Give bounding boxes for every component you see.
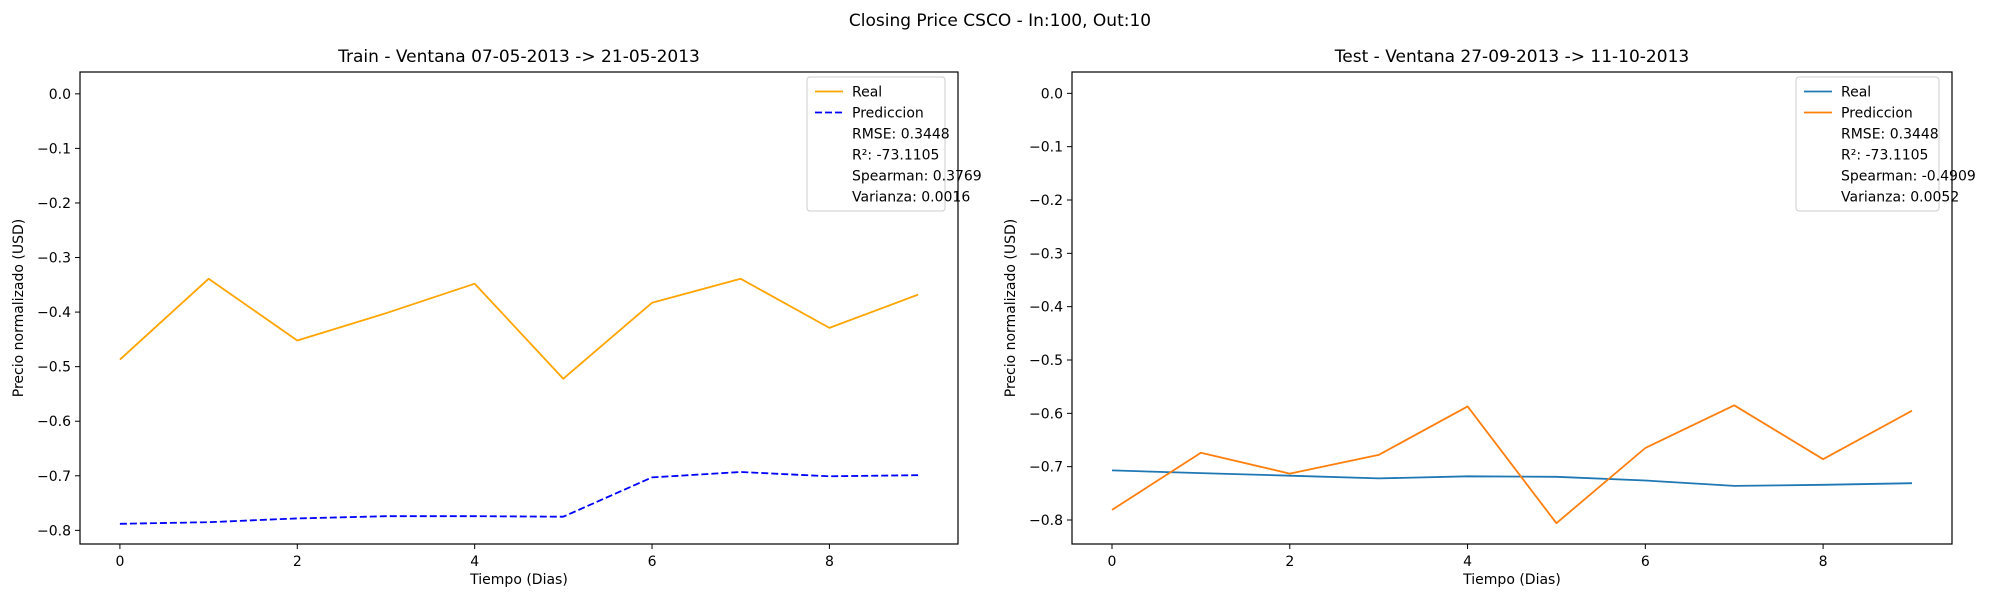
test-panel: 0 2 4 6 8 0.0 −0.1 −0.2 −0.3 −0.4 −0.5 −0.6 −0.7 −0.8…	[1003, 47, 1976, 588]
legend-stat: Varianza: 0.0052	[1841, 190, 1959, 206]
x-axis-title: Tiempo (Dias)	[1462, 572, 1561, 588]
x-tick-label: 8	[1819, 554, 1828, 570]
y-tick-label: −0.3	[37, 251, 71, 267]
legend-label: Prediccion	[1841, 106, 1913, 122]
y-tick-label: 0.0	[1041, 86, 1063, 102]
y-tick-label: −0.4	[37, 305, 71, 321]
panel-title: Test - Ventana 27-09-2013 -> 11-10-2013	[1334, 47, 1689, 67]
y-tick-label: −0.3	[1029, 246, 1063, 262]
legend-stat: RMSE: 0.3448	[852, 127, 950, 143]
series-line-prediccion	[1111, 404, 1913, 525]
series-line-real	[119, 277, 919, 380]
legend-label: Real	[852, 85, 882, 101]
axes-frame	[1071, 71, 1953, 545]
x-tick-label: 0	[115, 554, 124, 570]
y-tick-label: −0.4	[1029, 300, 1063, 316]
legend-stat: R²: -73.1105	[1841, 148, 1928, 164]
y-tick-label: −0.6	[1029, 406, 1063, 422]
y-tick-label: −0.8	[37, 523, 71, 539]
x-tick-label: 8	[825, 554, 834, 570]
legend-stat: Spearman: -0.4909	[1841, 169, 1976, 185]
x-tick-label: 4	[1463, 554, 1472, 570]
panel-title: Train - Ventana 07-05-2013 -> 21-05-2013	[337, 47, 700, 67]
x-tick-label: 6	[1641, 554, 1650, 570]
axes-frame	[79, 71, 959, 545]
y-tick-label: −0.8	[1029, 513, 1063, 529]
legend-stat: R²: -73.1105	[852, 148, 939, 164]
y-tick-label: −0.7	[37, 469, 71, 485]
legend-stat: Varianza: 0.0016	[852, 190, 970, 206]
x-tick-label: 0	[1108, 554, 1117, 570]
legend: Real Prediccion RMSE: 0.3448 R²: -73.1105 Sp…	[1795, 76, 1976, 212]
y-tick-label: −0.2	[1029, 193, 1063, 209]
legend: Real Prediccion RMSE: 0.3448 R²: -73.1105 Sp…	[806, 76, 982, 212]
figure-suptitle: Closing Price CSCO - In:100, Out:10	[849, 11, 1151, 31]
legend-stat: RMSE: 0.3448	[1841, 127, 1939, 143]
legend-box	[806, 76, 946, 212]
y-tick-label: −0.5	[37, 360, 71, 376]
y-tick-label: −0.1	[37, 141, 71, 157]
y-axis-title: Precio normalizado (USD)	[1003, 219, 1019, 397]
y-tick-label: −0.2	[37, 196, 71, 212]
x-tick-label: 2	[1285, 554, 1294, 570]
y-tick-label: −0.5	[1029, 353, 1063, 369]
y-axis-title: Precio normalizado (USD)	[11, 219, 27, 397]
series-line-real	[1111, 469, 1913, 487]
x-tick-label: 6	[648, 554, 657, 570]
legend-label: Real	[1841, 85, 1871, 101]
series-line-prediccion	[119, 471, 919, 525]
x-tick-label: 2	[293, 554, 302, 570]
x-axis-title: Tiempo (Dias)	[469, 572, 568, 588]
y-tick-label: −0.7	[1029, 460, 1063, 476]
y-tick-label: 0.0	[49, 87, 71, 103]
x-tick-label: 4	[470, 554, 479, 570]
y-tick-label: −0.1	[1029, 140, 1063, 156]
legend-stat: Spearman: 0.3769	[852, 169, 982, 185]
train-panel: 0 2 4 6 8 0.0 −0.1 −0.2 −0.3 −0.4 −0.5 −0.6 −0.7 −0.8…	[11, 47, 982, 588]
y-tick-label: −0.6	[37, 414, 71, 430]
legend-label: Prediccion	[852, 106, 924, 122]
legend-box	[1795, 76, 1940, 212]
